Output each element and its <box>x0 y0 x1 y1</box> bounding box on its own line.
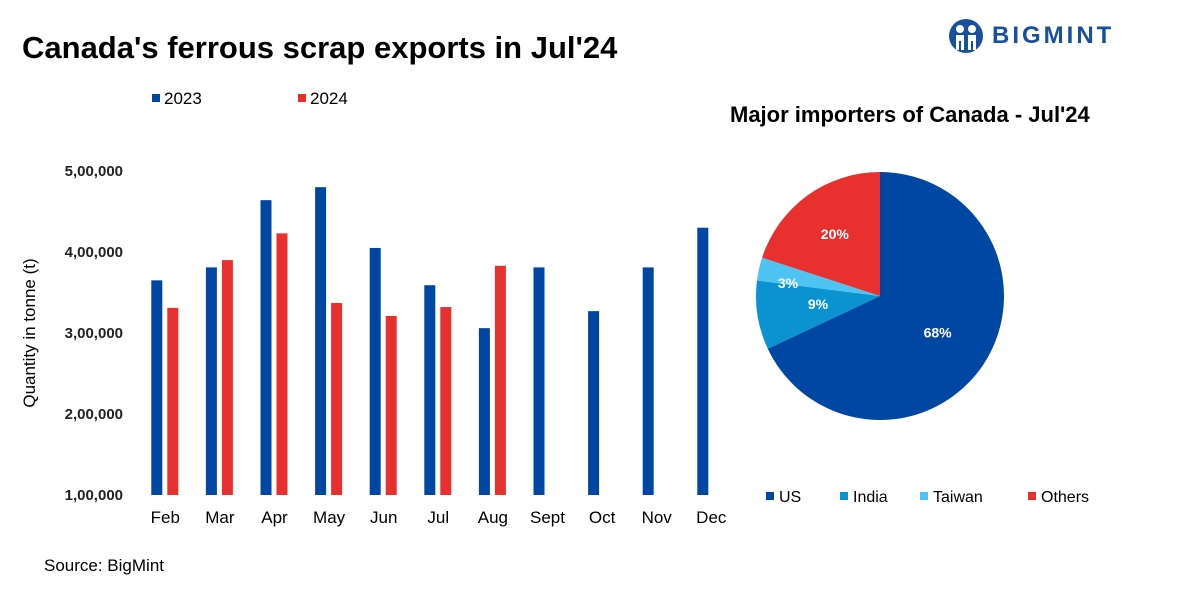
x-tick-label: Oct <box>589 508 616 527</box>
bar-2023-mar <box>205 267 217 495</box>
pie-data-label-taiwan: 3% <box>778 275 799 291</box>
source-note: Source: BigMint <box>44 556 164 575</box>
y-tick-label: 4,00,000 <box>65 244 123 261</box>
logo-text: BIGMINT <box>992 22 1115 49</box>
bar-2023-jun <box>369 247 381 495</box>
bigmint-logo-icon <box>949 19 983 53</box>
bar-2024-apr <box>276 233 288 495</box>
x-tick-label: Mar <box>205 508 235 527</box>
legend-swatch-us <box>766 492 774 500</box>
bar-2024-jul <box>440 307 452 495</box>
bar-2024-jun <box>385 315 397 495</box>
pie-slice-taiwan <box>756 257 880 296</box>
bar-2023-nov <box>642 267 654 495</box>
legend-swatch-2024 <box>298 94 306 102</box>
legend-label-us: US <box>779 489 801 506</box>
x-tick-label: Jun <box>370 508 397 527</box>
pie-slice-others <box>762 172 880 296</box>
bar-2023-sept <box>533 267 545 495</box>
y-axis-label: Quantity in tonne (t) <box>20 258 39 407</box>
legend-label-others: Others <box>1041 489 1089 506</box>
x-tick-label: Feb <box>151 508 180 527</box>
pie-slice-us <box>767 172 1004 420</box>
bar-2024-aug <box>494 265 506 495</box>
bar-2023-may <box>315 187 327 495</box>
y-tick-label: 3,00,000 <box>65 325 123 342</box>
bar-2024-may <box>331 303 343 495</box>
pie-slice-india <box>756 280 880 349</box>
legend-label-2023: 2023 <box>164 89 202 108</box>
pie-chart: 68% 9% 3% 20% US India Taiwan Others <box>756 172 1089 506</box>
pie-data-label-others: 20% <box>821 226 850 242</box>
bar-chart: 1,00,000 2,00,000 3,00,000 4,00,000 5,00,000… <box>20 89 727 527</box>
bar-2023-apr <box>260 200 272 495</box>
legend-swatch-others <box>1028 492 1036 500</box>
x-tick-label: Dec <box>696 508 727 527</box>
bar-2023-dec <box>697 227 709 495</box>
x-tick-label: Sept <box>530 508 565 527</box>
y-tick-label: 5,00,000 <box>65 163 123 180</box>
legend-label-taiwan: Taiwan <box>933 489 983 506</box>
pie-data-label-us: 68% <box>924 325 953 341</box>
legend-swatch-taiwan <box>920 492 928 500</box>
legend-swatch-india <box>840 492 848 500</box>
bar-2024-mar <box>221 260 233 495</box>
x-tick-label: Aug <box>478 508 508 527</box>
bar-2023-jul <box>424 285 436 495</box>
x-tick-label: Apr <box>261 508 288 527</box>
bar-2024-feb <box>167 307 179 495</box>
pie-title: Major importers of Canada - Jul'24 <box>730 102 1090 127</box>
legend-label-india: India <box>853 489 888 506</box>
bar-2023-aug <box>478 328 490 495</box>
x-tick-label: Nov <box>642 508 673 527</box>
bar-2023-feb <box>151 280 163 495</box>
x-tick-label: May <box>313 508 346 527</box>
legend-label-2024: 2024 <box>310 89 348 108</box>
y-tick-label: 2,00,000 <box>65 406 123 423</box>
bar-2023-oct <box>588 311 600 495</box>
chart-title: Canada's ferrous scrap exports in Jul'24 <box>22 30 618 65</box>
x-tick-label: Jul <box>427 508 449 527</box>
bigmint-logo: BIGMINT <box>948 18 1114 54</box>
legend-swatch-2023 <box>152 94 160 102</box>
y-tick-label: 1,00,000 <box>65 487 123 504</box>
pie-data-label-india: 9% <box>808 296 829 312</box>
